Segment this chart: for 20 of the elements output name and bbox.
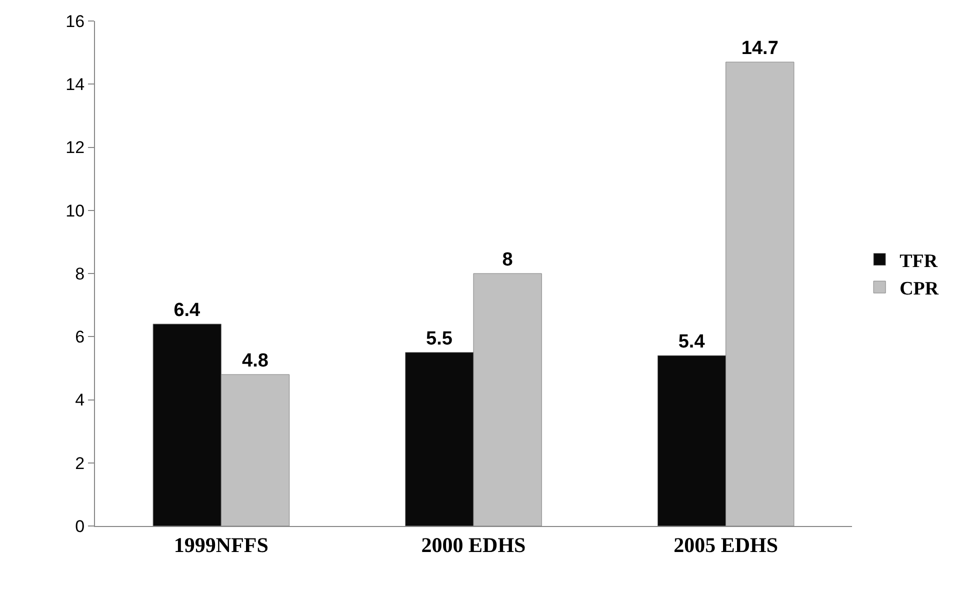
legend-label: CPR bbox=[900, 278, 939, 300]
y-tick-label: 14 bbox=[66, 75, 85, 94]
data-label: 14.7 bbox=[741, 38, 778, 60]
y-tick-label: 6 bbox=[75, 328, 85, 347]
data-label: 6.4 bbox=[174, 300, 201, 321]
y-tick-label: 12 bbox=[66, 138, 85, 158]
y-tick-label: 4 bbox=[75, 390, 85, 410]
x-tick-label: 2000 EDHS bbox=[421, 533, 526, 558]
y-tick-label: 2 bbox=[75, 454, 85, 473]
data-label: 4.8 bbox=[242, 350, 268, 372]
legend-label: TFR bbox=[900, 250, 938, 272]
data-label: 5.4 bbox=[678, 332, 706, 353]
data-label: 8 bbox=[502, 250, 513, 270]
y-tick-label: 16 bbox=[66, 12, 85, 31]
x-tick-label: 2005 EDHS bbox=[674, 533, 778, 558]
y-tick-label: 8 bbox=[75, 264, 85, 284]
y-tick-label: 10 bbox=[66, 201, 85, 220]
x-tick-label: 1999NFFS bbox=[174, 533, 268, 558]
data-label: 5.5 bbox=[426, 328, 453, 350]
y-tick-label: 0 bbox=[75, 516, 85, 536]
